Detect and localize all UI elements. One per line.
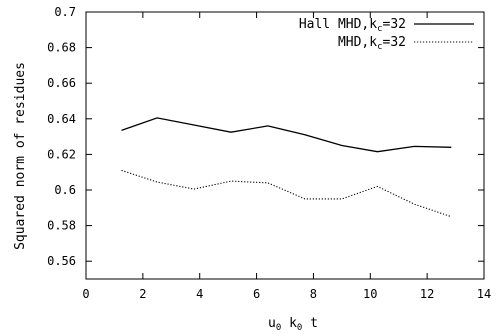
y-tick-label: 0.66 (47, 76, 76, 90)
y-tick-label: 0.58 (47, 219, 76, 233)
x-tick-label: 8 (310, 287, 317, 301)
y-tick-label: 0.68 (47, 41, 76, 55)
x-axis-label: u0 k0 t (268, 316, 318, 333)
x-label-mid: k (281, 316, 297, 331)
y-tick-label: 0.62 (47, 147, 76, 161)
x-label-base: u (268, 316, 276, 331)
x-label-end: t (302, 316, 318, 331)
x-tick-label: 0 (82, 287, 89, 301)
series-line-mhd (121, 169, 452, 218)
x-tick-label: 14 (477, 287, 491, 301)
x-tick-label: 10 (363, 287, 377, 301)
y-tick-label: 0.7 (54, 5, 76, 19)
legend-label: MHD,kc=32 (338, 35, 406, 52)
y-tick-label: 0.64 (47, 112, 76, 126)
series-line-hall-mhd (121, 117, 452, 153)
axis-ticks: 0 2 4 6 8 10 12 14 0.56 0.58 0.6 0.62 0.64 0.66 0.68 0.… (47, 5, 491, 301)
plot-frame (85, 11, 485, 280)
x-label-sub1: 0 (276, 323, 281, 333)
legend-label: Hall MHD,kc=32 (299, 17, 406, 34)
x-tick-label: 2 (139, 287, 146, 301)
x-tick-label: 6 (253, 287, 260, 301)
x-label-sub2: 0 (297, 323, 302, 333)
y-tick-label: 0.6 (54, 183, 76, 197)
x-tick-label: 12 (420, 287, 434, 301)
plot-border (85, 11, 485, 280)
x-tick-label: 4 (196, 287, 203, 301)
y-tick-label: 0.56 (47, 254, 76, 268)
series-lines (121, 117, 452, 218)
y-axis-label: Squared norm of residues (13, 62, 28, 250)
